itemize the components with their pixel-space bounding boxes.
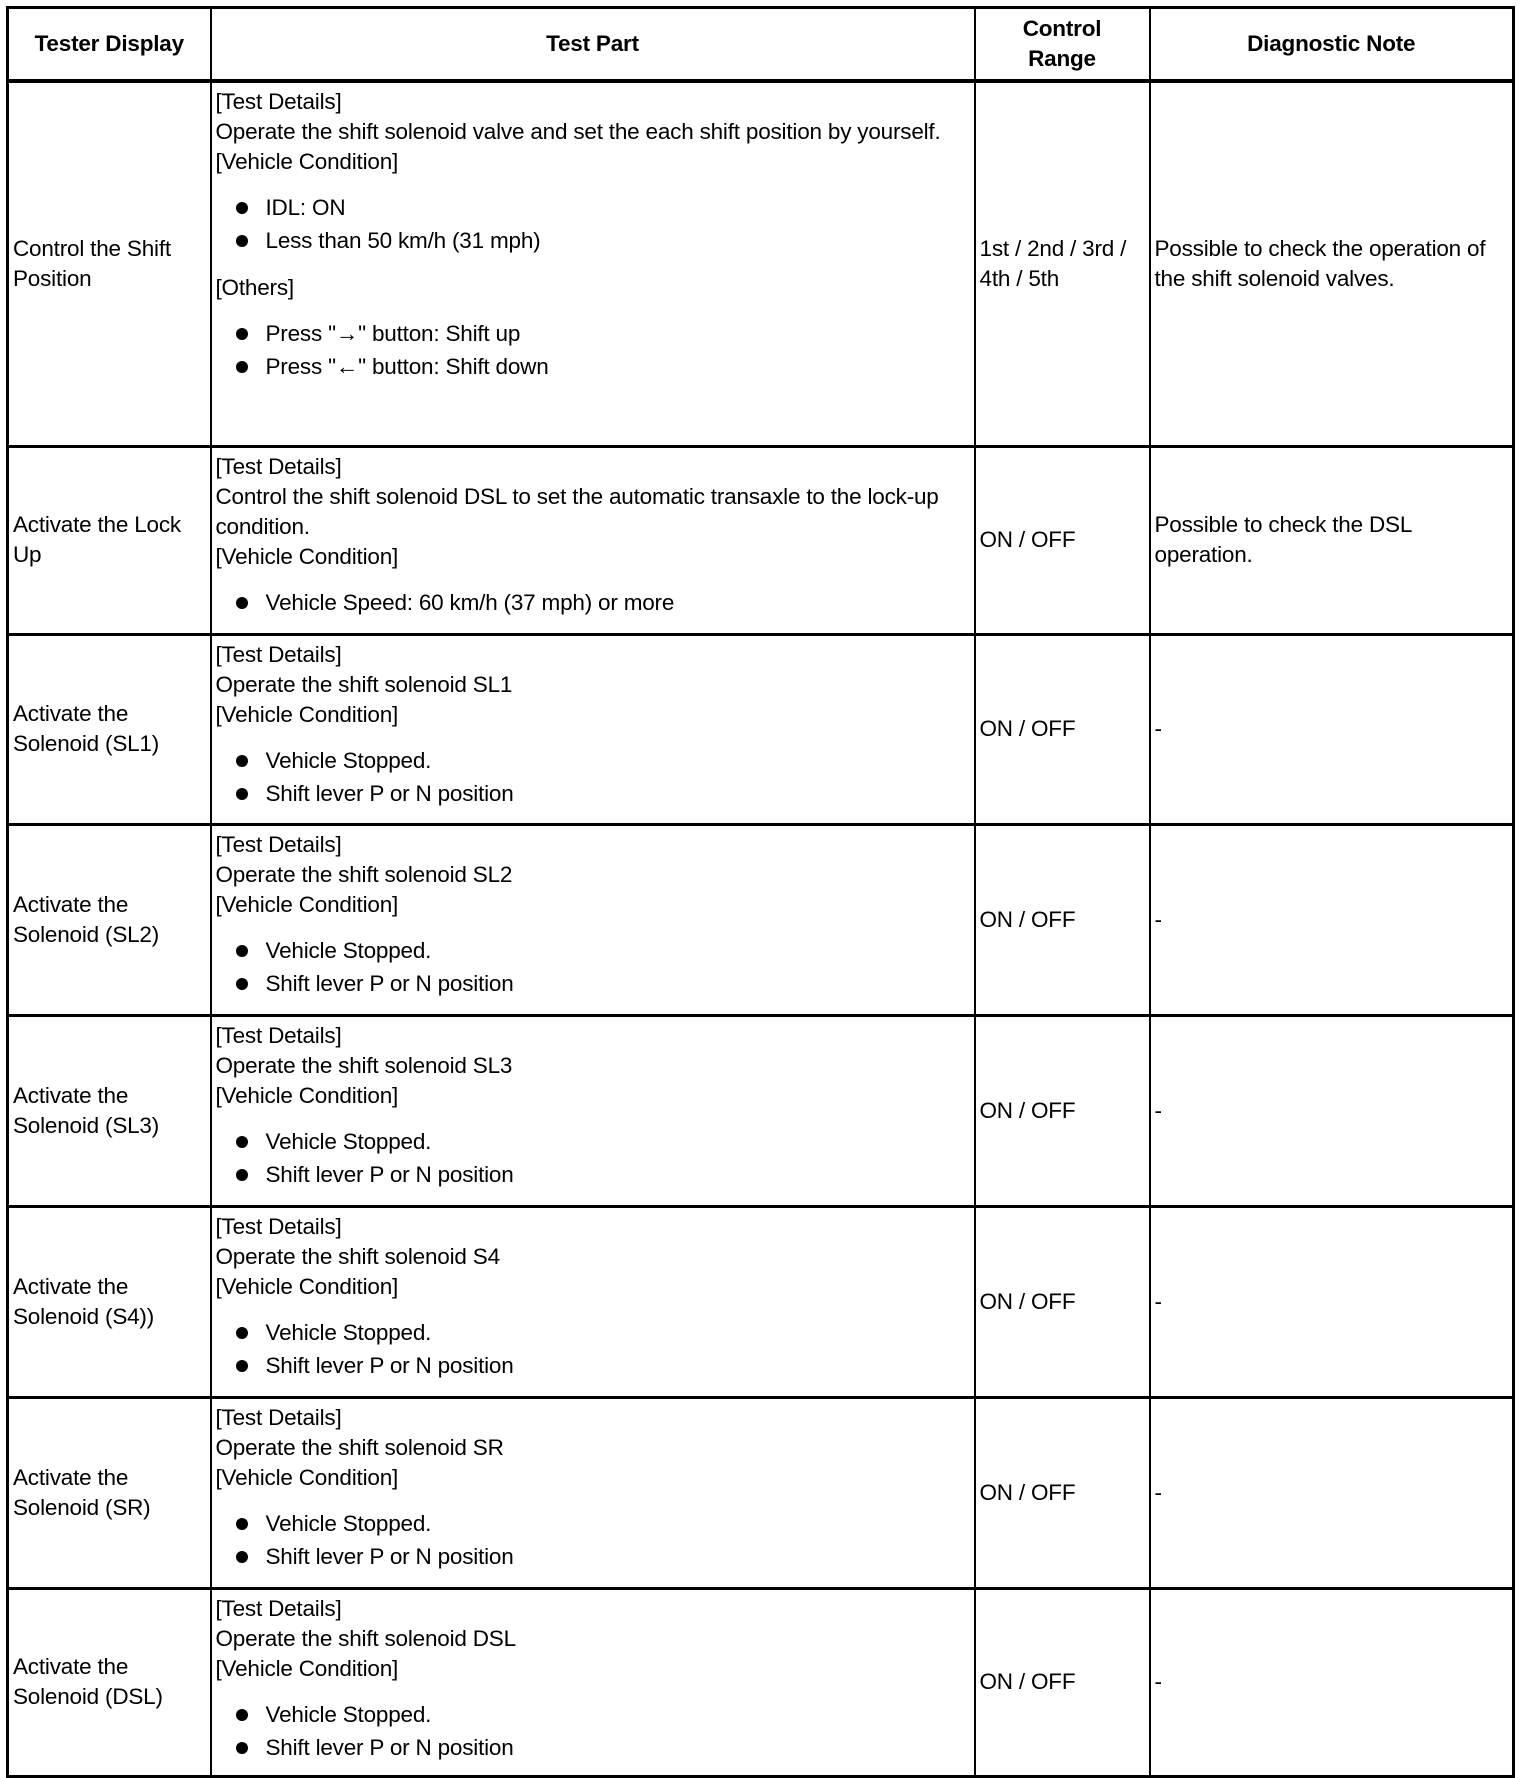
test-details-text: Operate the shift solenoid S4 [215, 1243, 501, 1269]
control-range-cell: ON / OFF [973, 1395, 1151, 1589]
table-row: Activate the Solenoid (SL2) [Test Detail… [6, 822, 1515, 1016]
others-list: Press "→" button: Shift up Press "←" butt… [216, 317, 970, 383]
condition-item: Vehicle Stopped. [216, 1125, 970, 1158]
vehicle-condition-label: [Vehicle Condition] [215, 1464, 399, 1490]
condition-item: Shift lever P or N position [216, 1731, 970, 1764]
diagnostic-note-cell: Possible to check the operation of the s… [1148, 79, 1515, 447]
header-row: Tester Display Test Part Control Range D… [6, 6, 1515, 83]
condition-item: Less than 50 km/h (31 mph) [216, 224, 970, 257]
tester-display-cell: Activate the Solenoid (S4)) [6, 1204, 212, 1398]
condition-item: Vehicle Stopped. [216, 1698, 970, 1731]
condition-item: Vehicle Speed: 60 km/h (37 mph) or more [216, 586, 970, 619]
others-label: [Others] [215, 275, 295, 300]
control-range-cell: ON / OFF [973, 632, 1151, 825]
control-range-cell: ON / OFF [973, 1204, 1151, 1398]
condition-list: Vehicle Stopped. Shift lever P or N posit… [216, 1125, 970, 1191]
condition-list: Vehicle Stopped. Shift lever P or N posit… [216, 1316, 970, 1382]
condition-item: Shift lever P or N position [216, 1349, 970, 1382]
tester-display-cell: Activate the Solenoid (SL3) [6, 1013, 212, 1207]
condition-item: Shift lever P or N position [216, 1158, 970, 1191]
header-test-part: Test Part [209, 6, 976, 83]
test-details-text: Operate the shift solenoid SL2 [215, 861, 513, 887]
diagnostic-note-cell: - [1148, 1395, 1515, 1589]
condition-list: IDL: ON Less than 50 km/h (31 mph) [216, 191, 970, 257]
condition-item: IDL: ON [216, 191, 970, 224]
control-range-cell: ON / OFF [973, 1586, 1151, 1777]
diagnostic-note-cell: Possible to check the DSL operation. [1148, 444, 1515, 635]
table-row: Activate the Solenoid (SR) [Test Details… [6, 1395, 1515, 1589]
test-details-text: Operate the shift solenoid SR [215, 1434, 504, 1460]
vehicle-condition-label: [Vehicle Condition] [215, 543, 399, 569]
diagnostic-note-cell: - [1148, 1013, 1515, 1207]
test-details-label: [Test Details] [215, 1022, 342, 1048]
control-range-cell: ON / OFF [973, 1013, 1151, 1207]
condition-list: Vehicle Stopped. Shift lever P or N posit… [216, 744, 970, 810]
others-item: Press "←" button: Shift down [216, 350, 970, 383]
test-details-label: [Test Details] [215, 89, 342, 114]
test-details-text: Operate the shift solenoid SL1 [215, 671, 513, 697]
condition-list: Vehicle Stopped. Shift lever P or N posit… [216, 1507, 970, 1573]
condition-item: Vehicle Stopped. [216, 744, 970, 777]
vehicle-condition-label: [Vehicle Condition] [215, 891, 399, 917]
test-part-cell: [Test Details] Operate the shift solenoi… [209, 1013, 976, 1207]
test-details-text: Control the shift solenoid DSL to set th… [215, 483, 939, 539]
diagnostic-note-cell: - [1148, 822, 1515, 1016]
tester-display-cell: Activate the Solenoid (SL2) [6, 822, 212, 1016]
test-part-cell: [Test Details] Operate the shift solenoi… [209, 822, 976, 1016]
vehicle-condition-label: [Vehicle Condition] [215, 1655, 399, 1681]
test-part-cell: [Test Details] Operate the shift solenoi… [209, 79, 976, 447]
test-part-cell: [Test Details] Control the shift solenoi… [209, 444, 976, 635]
vehicle-condition-label: [Vehicle Condition] [215, 1082, 399, 1108]
header-tester-display: Tester Display [6, 6, 212, 83]
tester-display-cell: Control the Shift Position [6, 79, 212, 447]
active-test-table: Tester Display Test Part Control Range D… [6, 6, 1515, 1778]
condition-item: Shift lever P or N position [216, 1540, 970, 1573]
condition-list: Vehicle Speed: 60 km/h (37 mph) or more [216, 586, 970, 619]
vehicle-condition-label: [Vehicle Condition] [215, 1273, 399, 1299]
header-diagnostic-note: Diagnostic Note [1148, 6, 1515, 83]
test-details-text: Operate the shift solenoid valve and set… [215, 119, 941, 144]
vehicle-condition-label: [Vehicle Condition] [215, 701, 399, 727]
test-details-label: [Test Details] [215, 1404, 342, 1430]
test-part-cell: [Test Details] Operate the shift solenoi… [209, 632, 976, 825]
test-part-cell: [Test Details] Operate the shift solenoi… [209, 1395, 976, 1589]
table-row: Activate the Solenoid (SL1) [Test Detail… [6, 632, 1515, 825]
condition-item: Vehicle Stopped. [216, 1316, 970, 1349]
tester-display-cell: Activate the Solenoid (SR) [6, 1395, 212, 1589]
test-part-cell: [Test Details] Operate the shift solenoi… [209, 1204, 976, 1398]
test-details-text: Operate the shift solenoid SL3 [215, 1052, 513, 1078]
table-row: Control the Shift Position [Test Details… [6, 79, 1515, 447]
tester-display-cell: Activate the Lock Up [6, 444, 212, 635]
test-details-label: [Test Details] [215, 831, 342, 857]
table-row: Activate the Solenoid (SL3) [Test Detail… [6, 1013, 1515, 1207]
others-item: Press "→" button: Shift up [216, 317, 970, 350]
table-row: Activate the Lock Up [Test Details] Cont… [6, 444, 1515, 635]
test-details-text: Operate the shift solenoid DSL [215, 1625, 517, 1651]
test-details-label: [Test Details] [215, 641, 342, 667]
vehicle-condition-label: [Vehicle Condition] [215, 149, 399, 174]
test-details-label: [Test Details] [215, 1213, 342, 1239]
table-row: Activate the Solenoid (DSL) [Test Detail… [6, 1586, 1515, 1777]
condition-item: Shift lever P or N position [216, 967, 970, 1000]
tester-display-cell: Activate the Solenoid (DSL) [6, 1586, 212, 1777]
control-range-cell: ON / OFF [973, 444, 1151, 635]
control-range-cell: ON / OFF [973, 822, 1151, 1016]
diagnostic-note-cell: - [1148, 1586, 1515, 1777]
condition-list: Vehicle Stopped. Shift lever P or N posit… [216, 1698, 970, 1764]
test-details-label: [Test Details] [215, 453, 342, 479]
tester-display-cell: Activate the Solenoid (SL1) [6, 632, 212, 825]
test-part-cell: [Test Details] Operate the shift solenoi… [209, 1586, 976, 1777]
table-row: Activate the Solenoid (S4)) [Test Detail… [6, 1204, 1515, 1398]
diagnostic-note-cell: - [1148, 632, 1515, 825]
condition-item: Vehicle Stopped. [216, 1507, 970, 1540]
control-range-cell: 1st / 2nd / 3rd / 4th / 5th [973, 79, 1151, 447]
diagnostic-note-cell: - [1148, 1204, 1515, 1398]
condition-item: Vehicle Stopped. [216, 934, 970, 967]
condition-list: Vehicle Stopped. Shift lever P or N posit… [216, 934, 970, 1000]
test-details-label: [Test Details] [215, 1595, 342, 1621]
header-control-range: Control Range [973, 6, 1151, 83]
condition-item: Shift lever P or N position [216, 777, 970, 810]
